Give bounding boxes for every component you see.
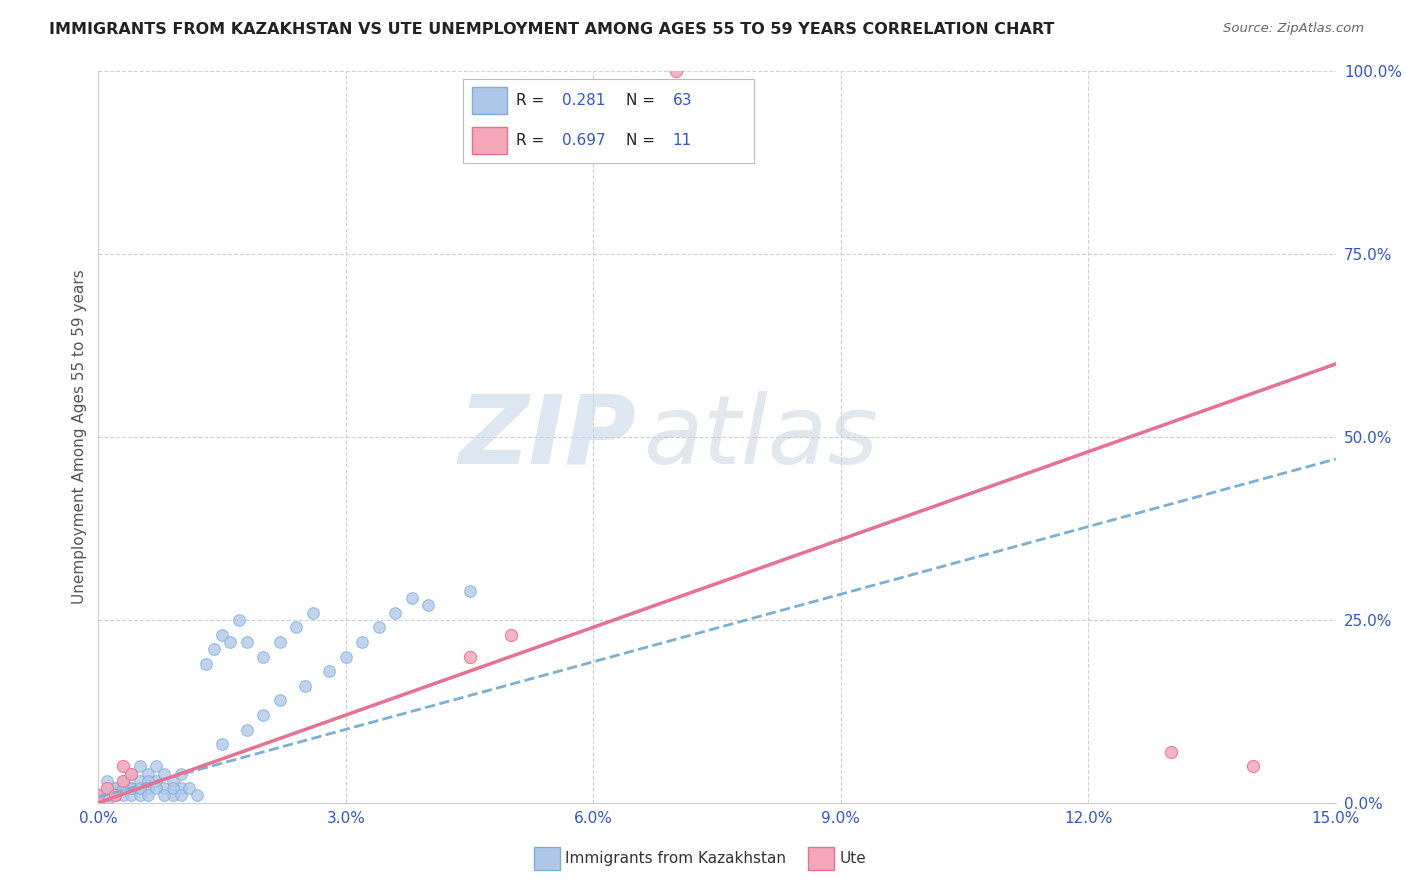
Point [162,789,184,803]
Point [120,781,142,796]
Point [384,606,406,620]
Point [458,649,481,664]
Point [219,635,242,649]
Point [104,789,127,803]
Point [128,759,150,773]
Point [228,613,250,627]
Text: atlas: atlas [643,391,877,483]
Point [1160,745,1182,759]
Y-axis label: Unemployment Among Ages 55 to 59 years: Unemployment Among Ages 55 to 59 years [72,269,87,605]
Point [112,773,135,788]
Point [128,789,150,803]
Point [104,781,127,796]
Point [136,781,159,796]
Point [87,789,110,803]
Point [236,723,259,737]
Point [458,583,481,598]
Point [269,635,291,649]
Point [335,649,357,664]
Point [211,737,233,751]
Point [418,599,440,613]
Point [120,781,142,796]
Point [211,627,233,641]
Point [170,781,193,796]
Point [294,679,316,693]
Point [120,789,142,803]
Point [96,789,118,803]
Point [104,781,127,796]
Point [120,766,142,780]
Point [170,789,193,803]
Point [318,664,340,678]
Point [128,773,150,788]
Point [153,781,176,796]
Point [153,789,176,803]
Point [120,766,142,780]
Point [352,635,374,649]
Point [112,781,135,796]
Point [112,773,135,788]
Point [145,773,167,788]
Text: Source: ZipAtlas.com: Source: ZipAtlas.com [1223,22,1364,36]
Point [401,591,423,605]
Text: Immigrants from Kazakhstan: Immigrants from Kazakhstan [565,852,786,866]
Point [179,781,201,796]
Point [1241,759,1264,773]
Point [136,766,159,780]
Point [96,773,118,788]
Point [162,781,184,796]
Point [236,635,259,649]
Point [302,606,325,620]
Point [252,649,274,664]
Point [112,781,135,796]
Point [186,789,208,803]
Text: IMMIGRANTS FROM KAZAKHSTAN VS UTE UNEMPLOYMENT AMONG AGES 55 TO 59 YEARS CORRELA: IMMIGRANTS FROM KAZAKHSTAN VS UTE UNEMPL… [49,22,1054,37]
Point [87,796,110,810]
Point [145,781,167,796]
Point [285,620,308,634]
Point [112,789,135,803]
Point [96,796,118,810]
Point [153,766,176,780]
Text: Ute: Ute [839,852,866,866]
Point [145,759,167,773]
Point [136,789,159,803]
Point [136,773,159,788]
Point [202,642,225,657]
Text: ZIP: ZIP [458,391,637,483]
Point [194,657,217,671]
Point [269,693,291,707]
Point [87,789,110,803]
Point [162,773,184,788]
Point [104,789,127,803]
Point [104,789,127,803]
Point [499,627,522,641]
Point [665,64,688,78]
Point [96,781,118,796]
Point [112,759,135,773]
Point [252,708,274,723]
Point [96,781,118,796]
Point [367,620,389,634]
Point [128,781,150,796]
Point [170,766,193,780]
